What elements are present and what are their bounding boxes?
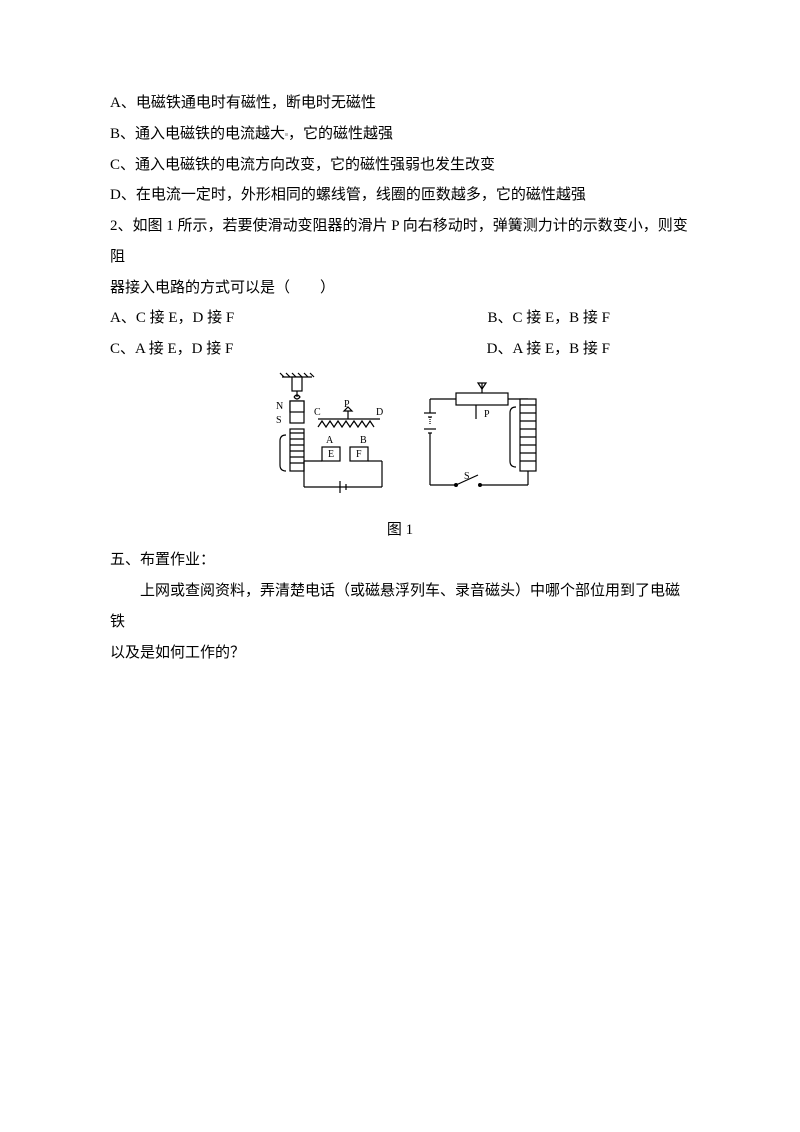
figure-1: N S C P D A B E F (110, 365, 690, 546)
section-5-heading: 五、布置作业： (110, 545, 690, 576)
question2-option-c: C、A 接 E，D 接 F (110, 334, 233, 365)
label-b: B (360, 435, 367, 446)
circuit-svg: N S C P D A B E F (252, 371, 548, 501)
text-segment: B、通入电磁铁的电流越大 (110, 126, 285, 142)
question1-option-d: D、在电流一定时，外形相同的螺线管，线圈的匝数越多，它的磁性越强 (110, 180, 690, 211)
question2-line1: 2、如图 1 所示，若要使滑动变阻器的滑片 P 向右移动时，弹簧测力计的示数变小… (110, 211, 690, 273)
question2-options-row2: C、A 接 E，D 接 F D、A 接 E，B 接 F (110, 334, 690, 365)
question2-option-d: D、A 接 E，B 接 F (487, 334, 690, 365)
label-p: P (344, 399, 350, 410)
label-e: E (328, 449, 334, 460)
document-page: A、电磁铁通电时有磁性，断电时无磁性 B、通入电磁铁的电流越大，它的磁性越强 C… (0, 0, 800, 1132)
label-a: A (326, 435, 334, 446)
label-c: C (314, 407, 321, 418)
label-d: D (376, 407, 383, 418)
label-switch: S (464, 471, 470, 482)
homework-line1: 上网或查阅资料，弄清楚电话（或磁悬浮列车、录音磁头）中哪个部位用到了电磁铁 (110, 576, 690, 638)
question2-option-a: A、C 接 E，D 接 F (110, 303, 234, 334)
question1-option-c: C、通入电磁铁的电流方向改变，它的磁性强弱也发生改变 (110, 150, 690, 181)
label-s: S (276, 415, 282, 426)
question1-option-a: A、电磁铁通电时有磁性，断电时无磁性 (110, 88, 690, 119)
question2-line2: 器接入电路的方式可以是（ ） (110, 273, 690, 304)
question2-option-b: B、C 接 E，B 接 F (487, 303, 690, 334)
text-segment: ，它的磁性越强 (288, 126, 393, 142)
question1-option-b: B、通入电磁铁的电流越大，它的磁性越强 (110, 119, 690, 150)
label-f: F (356, 449, 362, 460)
circuit-diagram-icon: N S C P D A B E F (252, 371, 548, 501)
label-p-right: P (484, 409, 490, 420)
question2-options-row1: A、C 接 E，D 接 F B、C 接 E，B 接 F (110, 303, 690, 334)
figure-1-caption: 图 1 (110, 515, 690, 546)
homework-line2: 以及是如何工作的？ (110, 638, 690, 669)
label-n: N (276, 401, 283, 412)
